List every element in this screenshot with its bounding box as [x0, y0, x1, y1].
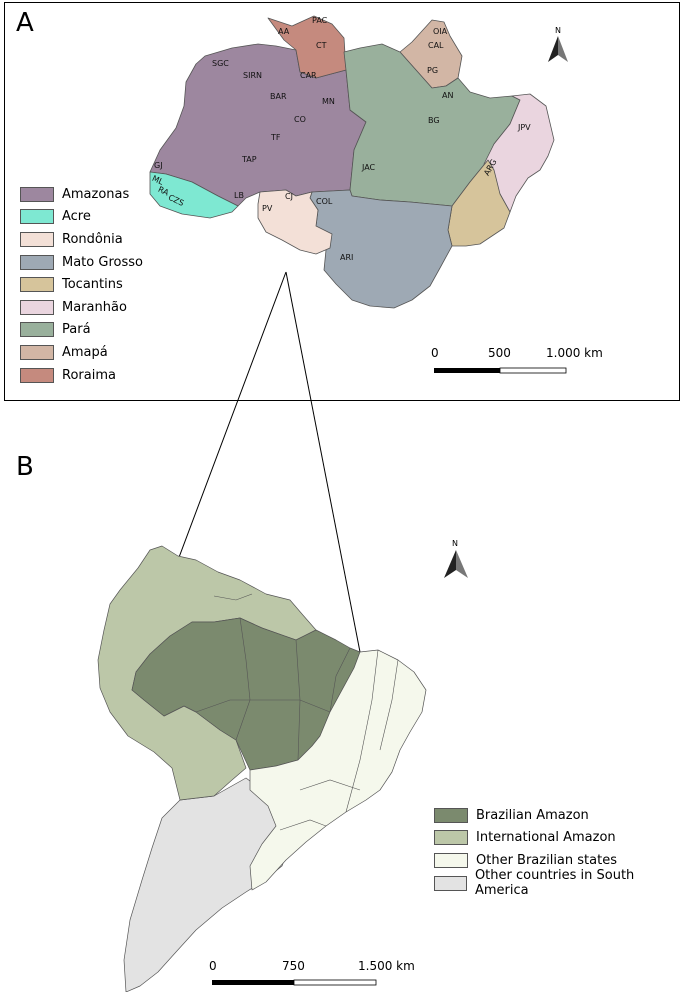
- code-gj: GJ: [154, 161, 163, 170]
- code-tap: TAP: [241, 155, 257, 164]
- legend-label: Tocantins: [62, 277, 123, 293]
- legend-swatch: [20, 277, 54, 293]
- legend-swatch: [20, 186, 54, 202]
- legend-label: Maranhão: [62, 299, 127, 315]
- code-cj: CJ: [285, 192, 293, 201]
- code-co: CO: [294, 115, 306, 124]
- code-mn: MN: [322, 97, 335, 106]
- legend-swatch: [20, 367, 54, 383]
- code-ari: ARI: [340, 253, 353, 262]
- panel-a-label: A: [16, 8, 34, 38]
- code-pg: PG: [427, 66, 438, 75]
- legend-a-item: Rondônia: [20, 228, 143, 251]
- legend-swatch: [434, 875, 467, 891]
- legend-a-item: Amapá: [20, 341, 143, 364]
- scale-a-tick-1: 500: [488, 346, 511, 360]
- scale-a-tick-0: 0: [431, 346, 439, 360]
- code-pv: PV: [262, 204, 273, 213]
- legend-b-item: Other countries in South America: [434, 868, 685, 898]
- legend-label: Other Brazilian states: [476, 852, 617, 868]
- legend-a-item: Acre: [20, 206, 143, 229]
- legend-label: Rondônia: [62, 231, 123, 247]
- scale-bar-b: [212, 979, 377, 986]
- state-acre: [149, 171, 239, 219]
- north-arrow-b: [444, 550, 468, 578]
- north-label-b: N: [452, 539, 458, 548]
- legend-b-item: Brazilian Amazon: [434, 804, 685, 827]
- legend-a: Amazonas Acre Rondônia Mato Grosso Tocan…: [20, 183, 143, 386]
- legend-a-item: Roraima: [20, 364, 143, 387]
- code-ra: RA: [157, 185, 171, 198]
- state-maranhao: [483, 93, 555, 213]
- code-aa: AA: [278, 27, 290, 36]
- legend-b-item: International Amazon: [434, 827, 685, 850]
- legend-label: Brazilian Amazon: [476, 807, 589, 823]
- code-sirn: SIRN: [243, 71, 262, 80]
- state-mato-grosso: [309, 189, 453, 309]
- legend-swatch: [20, 209, 54, 225]
- legend-label: Pará: [62, 322, 91, 338]
- code-bar: BAR: [270, 92, 287, 101]
- legend-a-item: Mato Grosso: [20, 251, 143, 274]
- legend-a-item: Amazonas: [20, 183, 143, 206]
- legend-label: Roraima: [62, 367, 116, 383]
- legend-swatch: [434, 807, 468, 823]
- north-label-a: N: [555, 26, 561, 35]
- state-rondonia: [257, 189, 333, 255]
- legend-swatch: [20, 254, 54, 270]
- code-ct: CT: [316, 41, 327, 50]
- legend-a-item: Pará: [20, 319, 143, 342]
- north-arrow-a: [548, 36, 568, 62]
- code-an: AN: [442, 91, 453, 100]
- legend-swatch: [20, 322, 54, 338]
- code-sgc: SGC: [212, 59, 229, 68]
- legend-label: Acre: [62, 209, 91, 225]
- scale-b-tick-0: 0: [209, 959, 217, 973]
- code-bg: BG: [428, 116, 440, 125]
- code-pac: PAC: [312, 16, 328, 25]
- code-col: COL: [316, 197, 333, 206]
- code-car: CAR: [300, 71, 317, 80]
- scale-b-tick-2: 1.500 km: [358, 959, 415, 973]
- legend-swatch: [434, 852, 468, 868]
- legend-swatch: [20, 299, 54, 315]
- legend-a-item: Tocantins: [20, 273, 143, 296]
- code-cal: CAL: [428, 41, 444, 50]
- legend-label: Mato Grosso: [62, 254, 143, 270]
- panel-b-label: B: [16, 452, 34, 482]
- code-lb: LB: [234, 191, 244, 200]
- state-borders-b: [195, 593, 399, 831]
- legend-swatch: [20, 231, 54, 247]
- connector-line-right: [285, 271, 361, 653]
- code-jac: JAC: [361, 163, 376, 172]
- scale-b-tick-1: 750: [282, 959, 305, 973]
- legend-b-item: Other Brazilian states: [434, 849, 685, 872]
- legend-swatch: [434, 830, 468, 846]
- legend-a-item: Maranhão: [20, 296, 143, 319]
- scale-a-tick-2: 1.000 km: [546, 346, 603, 360]
- region-other-countries: [123, 777, 293, 992]
- region-other-brazilian-states: [249, 649, 427, 891]
- legend-label: Amapá: [62, 344, 108, 360]
- code-oia: OIA: [433, 27, 448, 36]
- legend-label: Amazonas: [62, 186, 130, 202]
- panel-a-frame: [4, 2, 680, 401]
- legend-label: International Amazon: [476, 830, 616, 846]
- legend-label: Other countries in South America: [474, 868, 635, 899]
- code-jpv: JPV: [517, 123, 531, 132]
- scale-bar-a: [434, 367, 567, 374]
- legend-swatch: [20, 344, 54, 360]
- state-tocantins: [447, 159, 511, 247]
- legend-b: Brazilian Amazon International Amazon Ot…: [434, 804, 685, 898]
- code-tf: TF: [270, 133, 281, 142]
